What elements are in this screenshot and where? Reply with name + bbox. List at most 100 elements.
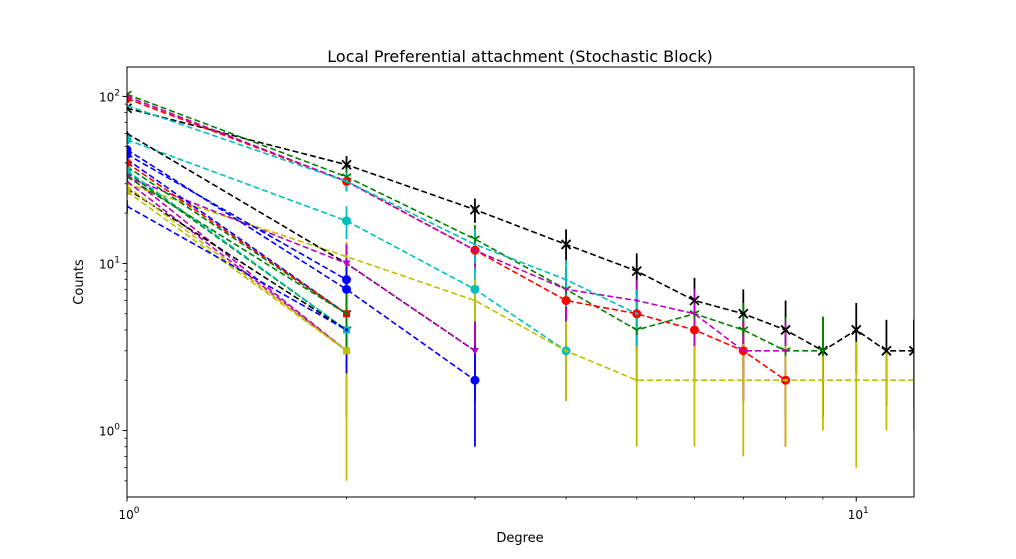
- data-point-s0-p7-b: [780, 324, 791, 336]
- data-point-s22-p1: [344, 312, 349, 316]
- data-point-s6-p6: [741, 378, 745, 382]
- series-line-10: [127, 153, 347, 281]
- y-axis-label: Counts: [72, 259, 87, 305]
- data-point-s3-p7: [783, 349, 788, 353]
- data-point-s6-p1: [344, 254, 349, 259]
- data-point-s9-p2: [470, 375, 480, 385]
- series-line-12: [127, 165, 347, 315]
- axes: 100 101 102 100 101: [99, 88, 869, 522]
- data-point-s1-p0-c: [127, 90, 132, 96]
- data-point-s5-p1: [344, 179, 349, 183]
- data-point-s10-p1: [342, 275, 352, 285]
- data-point-s4-p2: [470, 284, 480, 294]
- data-point-s5-p4: [635, 312, 639, 316]
- data-point-s1-p4: [631, 326, 642, 335]
- data-point-s8-p1: [342, 260, 351, 268]
- data-point-s3-p3: [564, 287, 568, 291]
- data-point-s0-p11-b: [908, 349, 914, 356]
- chart-title: Local Preferential attachment (Stochasti…: [327, 47, 712, 66]
- data-point-s0-p3: [560, 239, 572, 250]
- data-point-s6-p10: [884, 378, 889, 382]
- data-point-s3-p2: [473, 248, 477, 252]
- data-point-s0-p5-b: [689, 295, 700, 306]
- plot-area: [127, 90, 914, 481]
- data-point-s1-p6-c: [742, 326, 749, 331]
- data-point-s0-p9-b: [851, 324, 862, 336]
- data-point-s1-p8-c: [822, 347, 828, 352]
- data-point-s0-p11-a: [908, 345, 914, 353]
- data-point-s4-p1: [342, 216, 352, 226]
- data-point-s1-p6: [738, 326, 749, 335]
- data-point-s1-p8: [817, 347, 828, 356]
- data-point-s6-p7: [783, 378, 788, 382]
- data-point-s1-p4-c: [636, 326, 642, 331]
- data-point-s4-p0: [127, 135, 132, 145]
- series-line-18: [127, 188, 347, 331]
- data-point-s0-p0-b: [127, 103, 133, 110]
- data-point-s1-p0: [127, 90, 132, 100]
- data-point-s1-p1-b: [341, 173, 348, 178]
- y-tick-label-2: 102: [99, 88, 120, 104]
- series-line-14: [127, 162, 347, 315]
- data-point-s21-p1: [344, 328, 349, 332]
- data-point-s0-p4: [631, 265, 642, 277]
- data-point-s0-p0: [127, 103, 133, 114]
- data-point-s1-p0-b: [127, 93, 128, 95]
- data-point-s9-p1: [342, 284, 352, 294]
- data-point-s6-p5: [692, 378, 697, 382]
- data-point-s6-p8: [821, 378, 825, 382]
- x-axis-label: Degree: [496, 531, 543, 546]
- series-line-22: [127, 176, 347, 315]
- data-point-s0-p6: [738, 308, 749, 319]
- data-point-s6-p3: [564, 349, 568, 353]
- data-point-s0-p0-a: [127, 106, 133, 114]
- data-point-s1-p6-b: [738, 326, 744, 331]
- data-point-s2-p5: [689, 325, 699, 335]
- data-point-s0-p6-b: [738, 308, 749, 319]
- series-line-15: [127, 169, 348, 331]
- data-point-s6-p9: [854, 378, 858, 382]
- data-point-s0-p10: [881, 345, 892, 356]
- series-line-8: [127, 176, 476, 352]
- data-point-s12-p0-b: [127, 165, 128, 167]
- data-point-s8-p2: [470, 347, 479, 355]
- data-point-s3-p6: [741, 349, 745, 353]
- data-point-s0-p11: [908, 345, 914, 356]
- series-line-3: [127, 95, 786, 352]
- series-line-6: [127, 183, 914, 382]
- data-point-s0-p2: [469, 204, 481, 215]
- series-line-19: [127, 190, 348, 352]
- data-point-s6-p4: [635, 378, 639, 382]
- data-point-s3-p4: [635, 298, 639, 303]
- data-point-s0-p7: [780, 324, 791, 336]
- data-point-s19-p0: [127, 187, 131, 195]
- data-point-s3-p5: [692, 312, 697, 316]
- series-line-16: [127, 174, 348, 352]
- series-line-21: [127, 205, 347, 331]
- data-point-s1-p2-b: [469, 235, 476, 240]
- data-point-s1-p2-c: [474, 235, 480, 240]
- data-point-s20-p1: [344, 349, 349, 353]
- series-line-2: [127, 97, 787, 381]
- data-point-s0-p3-b: [560, 239, 572, 250]
- data-point-s2-p3: [561, 296, 571, 306]
- data-point-s0-p2-b: [469, 204, 481, 215]
- y-tick-label-1: 101: [99, 255, 120, 271]
- series-line-17: [127, 180, 348, 352]
- data-point-s5-p2: [473, 242, 477, 247]
- data-point-s0-p5: [689, 295, 700, 306]
- data-point-s0-p1-b: [341, 159, 352, 170]
- series-line-5: [127, 104, 638, 315]
- series-line-4: [127, 139, 567, 352]
- y-tick-label-0: 100: [99, 423, 120, 439]
- data-point-s14-p0: [127, 159, 131, 167]
- data-point-s1-p8-b: [817, 347, 824, 352]
- data-point-s0-p9: [851, 324, 862, 336]
- data-point-s1-p1-c: [346, 173, 352, 178]
- plot-frame: [126, 66, 915, 498]
- data-point-s1-p4-b: [631, 326, 638, 331]
- series-line-9: [127, 148, 476, 381]
- x-tick-label-1: 101: [848, 506, 869, 522]
- data-point-s0-p10-b: [881, 345, 892, 356]
- data-point-s0-p4-b: [631, 265, 642, 277]
